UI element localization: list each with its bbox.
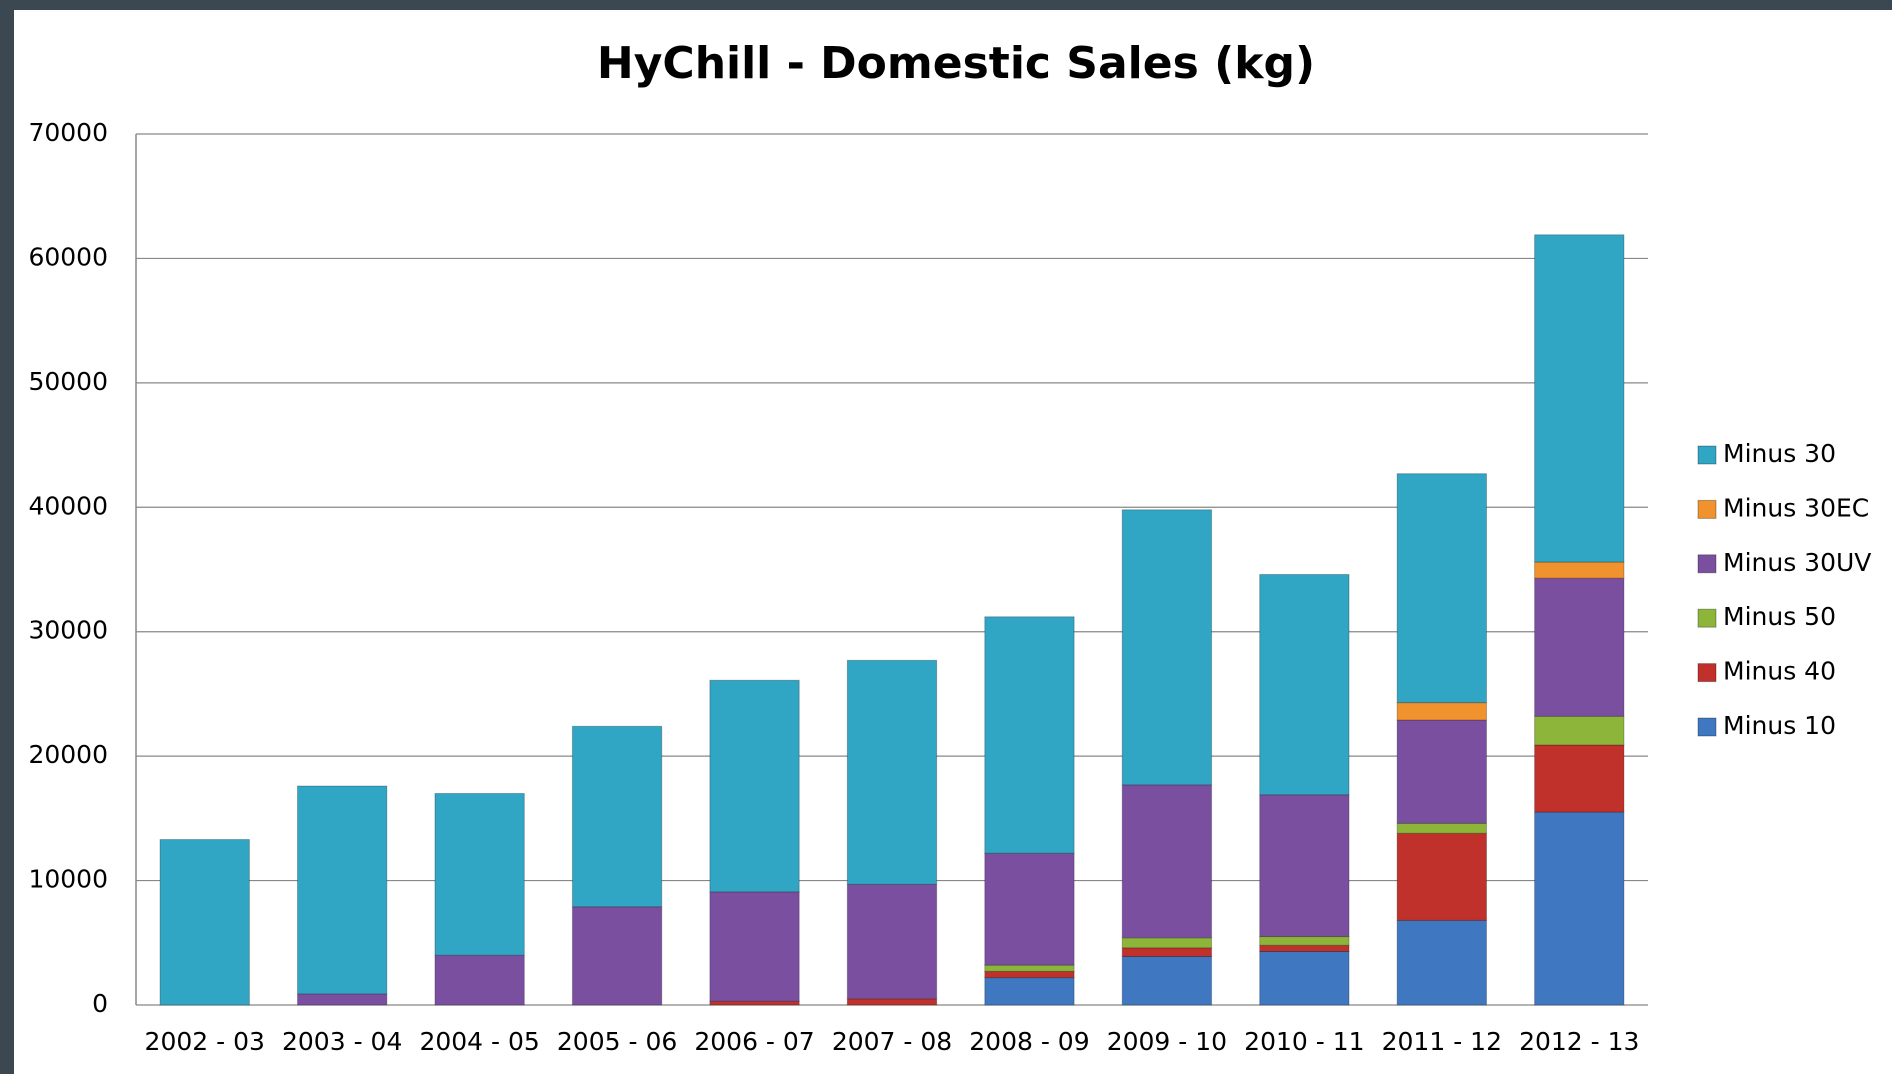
legend-swatch xyxy=(1697,608,1717,628)
legend-label: Minus 50 xyxy=(1723,602,1836,631)
bar-segment xyxy=(297,785,388,995)
bar-segment xyxy=(1259,936,1350,946)
bar-segment xyxy=(709,891,800,1002)
bar-segment xyxy=(1121,955,1213,1006)
x-tick-label: 2010 - 11 xyxy=(1244,1027,1364,1056)
bar-segment xyxy=(1396,702,1487,721)
legend-swatch xyxy=(1697,554,1717,574)
legend-label: Minus 30UV xyxy=(1723,548,1871,577)
y-tick-label: 20000 xyxy=(28,740,108,769)
x-tick-label: 2009 - 10 xyxy=(1107,1027,1227,1056)
y-tick-label: 10000 xyxy=(28,865,108,894)
legend-swatch xyxy=(1697,499,1717,519)
bar-segment xyxy=(1121,784,1213,939)
bar-segment xyxy=(1396,832,1487,921)
bar-segment xyxy=(1534,561,1625,579)
x-tick-label: 2006 - 07 xyxy=(694,1027,814,1056)
bar-segment xyxy=(984,616,1075,854)
y-tick-label: 70000 xyxy=(28,118,108,147)
y-tick-label: 40000 xyxy=(28,491,108,520)
legend-label: Minus 30 xyxy=(1723,439,1836,468)
bar-segment xyxy=(1121,947,1213,957)
legend-swatch xyxy=(1697,445,1717,465)
legend-label: Minus 30EC xyxy=(1723,493,1869,522)
bar-segment xyxy=(846,883,938,1000)
x-tick-label: 2005 - 06 xyxy=(557,1027,677,1056)
bar-segment xyxy=(1534,811,1625,1006)
legend-swatch xyxy=(1697,663,1717,683)
legend-label: Minus 10 xyxy=(1723,711,1836,740)
bar-segment xyxy=(1396,919,1487,1006)
bar-segment xyxy=(571,906,663,1006)
y-tick-label: 50000 xyxy=(28,367,108,396)
bar-segment xyxy=(984,977,1075,1006)
bar-segment xyxy=(709,679,800,893)
legend-label: Minus 40 xyxy=(1723,657,1836,686)
x-tick-label: 2008 - 09 xyxy=(969,1027,1089,1056)
x-tick-label: 2002 - 03 xyxy=(145,1027,265,1056)
bar-segment xyxy=(159,839,250,1006)
x-tick-label: 2012 - 13 xyxy=(1519,1027,1639,1056)
bar-segment xyxy=(1259,950,1350,1006)
chart-title: HyChill - Domestic Sales (kg) xyxy=(597,38,1315,89)
bar-segment xyxy=(434,792,525,956)
bar-segment xyxy=(1534,715,1625,746)
bar-segment xyxy=(846,659,938,885)
bar-segment xyxy=(1396,719,1487,824)
bar-segment xyxy=(984,964,1075,972)
bar-segment xyxy=(1121,937,1213,949)
legend-swatch xyxy=(1697,717,1717,737)
bar-segment xyxy=(1534,577,1625,717)
bar-segment xyxy=(984,852,1075,966)
y-tick-label: 30000 xyxy=(28,616,108,645)
bar-segment xyxy=(1534,234,1625,563)
x-tick-label: 2003 - 04 xyxy=(282,1027,402,1056)
bar-segment xyxy=(297,993,388,1006)
bar-segment xyxy=(1259,794,1350,938)
bar-segment xyxy=(434,954,525,1006)
bar-segment xyxy=(1259,944,1350,952)
bar-segment xyxy=(1121,509,1213,786)
bar-segment xyxy=(846,998,938,1006)
y-tick-label: 60000 xyxy=(28,242,108,271)
x-tick-label: 2004 - 05 xyxy=(419,1027,539,1056)
bar-segment xyxy=(1396,473,1487,704)
bar-segment xyxy=(1396,822,1487,834)
x-tick-label: 2011 - 12 xyxy=(1382,1027,1502,1056)
x-tick-label: 2007 - 08 xyxy=(832,1027,952,1056)
y-tick-label: 0 xyxy=(92,989,108,1018)
bar-segment xyxy=(571,725,663,908)
bar-segment xyxy=(709,1000,800,1006)
bar-segment xyxy=(1259,573,1350,796)
bar-segment xyxy=(1534,744,1625,813)
bar-segment xyxy=(984,970,1075,979)
